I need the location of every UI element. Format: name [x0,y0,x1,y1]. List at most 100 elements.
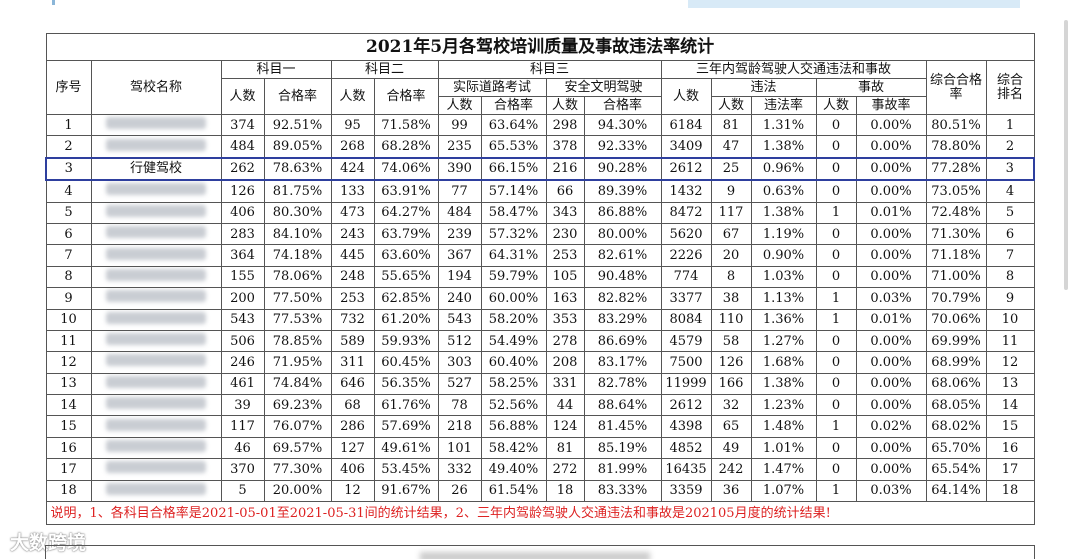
cell: 0 [815,244,857,267]
cell: 303 [437,351,482,374]
cell: 774 [660,265,712,289]
cell: 2612 [660,394,712,417]
cell: 3 [45,156,92,182]
cell: 63.60% [373,244,439,267]
cell: 298 [545,113,585,137]
cell: 63.64% [480,113,547,137]
cell: 7 [45,244,92,267]
scrollbar[interactable] [1064,20,1068,290]
cell: 3377 [660,287,712,310]
cell: 63.79% [373,222,439,246]
cell: 589 [330,329,375,353]
cell: 0 [815,156,857,182]
cell: 7500 [660,351,712,374]
cell: 133 [330,179,375,203]
header: 事故率 [855,96,927,115]
cell: 58.42% [480,436,547,460]
header: 合格率 [583,96,662,115]
cell: 59.79% [480,265,547,289]
cell: 81.45% [583,415,662,438]
cell: 77 [437,179,482,203]
cell: 5 [45,201,92,224]
cell: 424 [330,156,375,182]
cell: 543 [220,308,265,331]
cell: 0.00% [855,179,927,203]
cell: 4398 [660,415,712,438]
cell: 9 [45,287,92,310]
cell: 343 [545,201,585,224]
cell: 1.38% [750,135,817,159]
cell: 11999 [660,372,712,396]
cell: 60.45% [373,351,439,374]
cell: 2226 [660,244,712,267]
cell: 12 [985,351,1035,374]
blurred-name [90,287,222,310]
cell: 92.51% [263,113,332,137]
cell: 56.35% [373,372,439,396]
cell: 2 [985,135,1035,159]
cell: 80.30% [263,201,332,224]
top-accent [52,0,55,5]
cell: 0.90% [750,244,817,267]
blurred-name [90,308,222,331]
cell: 0.00% [855,351,927,374]
cell: 46 [220,436,265,460]
header: 人数 [710,96,752,115]
cell: 47 [710,135,752,159]
cell: 58.20% [480,308,547,331]
cell: 62.85% [373,287,439,310]
cell: 2612 [660,156,712,182]
cell: 17 [45,458,92,481]
cell: 0.00% [855,372,927,396]
cell: 49 [710,436,752,460]
cell: 39 [220,394,265,417]
header: 科目二 [330,60,439,79]
cell: 3409 [660,135,712,159]
cell: 4579 [660,329,712,353]
cell: 218 [437,415,482,438]
cell: 117 [220,415,265,438]
cell: 85.19% [583,436,662,460]
cell: 68.06% [925,372,987,396]
cell: 86.88% [583,201,662,224]
cell: 200 [220,287,265,310]
cell: 278 [545,329,585,353]
data-row: 5 406 80.30% 473 64.27% 484 58.47% 343 86.88% 847… [45,201,1035,224]
cell: 59.93% [373,329,439,353]
cell: 0 [815,372,857,396]
cell: 166 [710,372,752,396]
cell: 行健驾校 [90,156,222,182]
blurred-name [90,179,222,203]
cell: 1.38% [750,201,817,224]
cell: 82.82% [583,287,662,310]
cell: 248 [330,265,375,289]
cell: 69.57% [263,436,332,460]
cell: 117 [710,201,752,224]
note-row: 说明，1、各科目合格率是2021-05-01至2021-05-31间的统计结果，… [45,501,1035,526]
blurred-name [90,329,222,353]
cell: 370 [220,458,265,481]
cell: 20.00% [263,479,332,503]
cell: 1.13% [750,287,817,310]
cell: 81 [710,113,752,137]
cell: 82.61% [583,244,662,267]
cell: 84.10% [263,222,332,246]
cell: 0.02% [855,415,927,438]
header: 人数 [330,78,375,115]
cell: 60.00% [480,287,547,310]
cell: 64.27% [373,201,439,224]
blur [106,375,206,388]
header: 科目一 [220,60,332,79]
cell: 1 [815,287,857,310]
cell: 68 [330,394,375,417]
cell: 14 [985,394,1035,417]
cell: 543 [437,308,482,331]
cell: 66 [545,179,585,203]
cell: 53.45% [373,458,439,481]
cell: 105 [545,265,585,289]
cell: 163 [545,287,585,310]
cell: 65.53% [480,135,547,159]
data-row: 4 126 81.75% 133 63.91% 77 57.14% 66 89.39% 1432 9… [45,179,1035,203]
blurred-name [90,113,222,137]
cell: 216 [545,156,585,182]
